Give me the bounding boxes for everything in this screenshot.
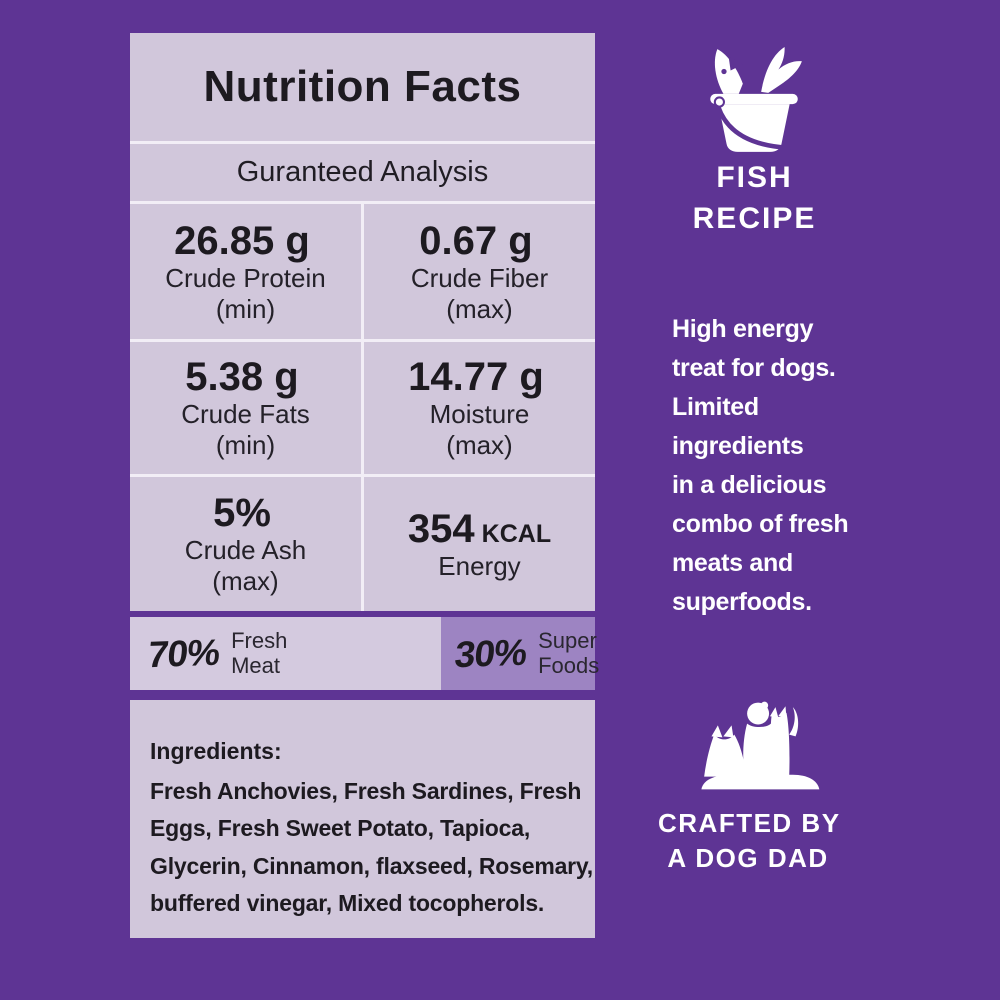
nutrient-row-1: 26.85 g Crude Protein (min) 0.67 g Crude… [130, 204, 595, 339]
value-text: 0.67 g [419, 218, 533, 263]
product-description: High energy treat for dogs. Limited ingr… [672, 315, 849, 616]
nutrient-qualifier: (max) [212, 566, 279, 596]
super-foods-percent: 30% [452, 631, 529, 675]
nutrient-qualifier: (min) [215, 430, 276, 460]
nutrient-value: 14.77 g [408, 355, 551, 399]
value-text: 5.38 g [185, 355, 299, 400]
nutrient-value: 5% [213, 491, 278, 535]
divider [130, 201, 595, 204]
recipe-label: FISH RECIPE [692, 161, 817, 235]
divider [361, 204, 364, 339]
nutrient-value: 354 KCAL [408, 507, 551, 551]
fresh-meat-segment: 70% Fresh Meat [130, 617, 441, 690]
nutrient-value: 26.85 g [174, 219, 317, 263]
composition-bar: 70% Fresh Meat 30% Super Foods [130, 617, 599, 690]
divider [130, 474, 595, 477]
nutrient-cell-moisture: 14.77 g Moisture (max) [364, 342, 595, 474]
ingredients-box: Ingredients: Fresh Anchovies, Fresh Sard… [130, 700, 595, 938]
nutrient-label: Crude Ash [184, 535, 307, 566]
divider [361, 477, 364, 611]
dog-dad-icon [688, 698, 830, 794]
nutrient-label: Moisture [429, 399, 530, 430]
fresh-meat-label: Fresh Meat [231, 627, 288, 678]
nutrient-label: Crude Fats [181, 399, 310, 430]
divider [130, 141, 595, 144]
fish-bucket-icon [697, 42, 809, 158]
nutrient-value: 0.67 g [419, 219, 539, 263]
nutrient-label: Energy [438, 550, 521, 581]
panel-header: Nutrition Facts [130, 33, 595, 141]
nutrition-facts-panel: Nutrition Facts Guranteed Analysis 26.85… [130, 33, 595, 611]
nutrient-qualifier: (max) [446, 430, 513, 460]
nutrient-cell-crude-fiber: 0.67 g Crude Fiber (max) [364, 204, 595, 339]
value-unit: KCAL [481, 519, 552, 548]
divider [361, 342, 364, 474]
divider [130, 339, 595, 342]
ingredients-text: Fresh Anchovies, Fresh Sardines, Fresh E… [150, 778, 593, 916]
nutrient-row-3: 5% Crude Ash (max) 354 KCAL Energy [130, 477, 595, 611]
nutrient-cell-energy: 354 KCAL Energy [364, 477, 595, 611]
panel-subtitle: Guranteed Analysis [236, 156, 489, 188]
value-text: 5% [213, 491, 271, 536]
nutrient-qualifier: (min) [215, 293, 276, 324]
ingredients-heading: Ingredients: [150, 738, 282, 764]
value-text: 26.85 g [174, 218, 310, 263]
nutrient-cell-crude-ash: 5% Crude Ash (max) [130, 477, 361, 611]
nutrient-label: Crude Protein [165, 262, 326, 293]
super-foods-label: Super Foods [538, 627, 600, 678]
nutrient-label: Crude Fiber [410, 262, 549, 293]
super-foods-segment: 30% Super Foods [441, 617, 599, 690]
panel-title: Nutrition Facts [203, 62, 522, 111]
nutrient-cell-crude-fats: 5.38 g Crude Fats (min) [130, 342, 361, 474]
value-text: 14.77 g [408, 355, 544, 400]
value-text: 354 [407, 506, 475, 551]
panel-subheader: Guranteed Analysis [130, 144, 595, 201]
nutrient-value: 5.38 g [185, 355, 305, 399]
nutrient-cell-crude-protein: 26.85 g Crude Protein (min) [130, 204, 361, 339]
nutrient-qualifier: (max) [446, 293, 513, 324]
nutrient-row-2: 5.38 g Crude Fats (min) 14.77 g Moisture… [130, 342, 595, 474]
fresh-meat-percent: 70% [145, 631, 222, 675]
crafted-by-label: CRAFTED BY A DOG DAD [658, 808, 841, 874]
